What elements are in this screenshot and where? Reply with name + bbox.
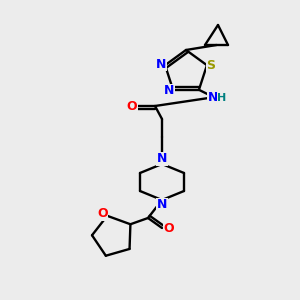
Text: N: N [164,84,174,97]
Text: N: N [157,199,167,212]
Text: H: H [217,93,226,103]
Text: O: O [127,100,137,112]
Text: O: O [97,207,107,220]
Text: N: N [156,58,166,71]
Text: O: O [164,223,174,236]
Text: S: S [206,59,215,72]
Text: N: N [208,91,218,104]
Text: N: N [157,152,167,166]
